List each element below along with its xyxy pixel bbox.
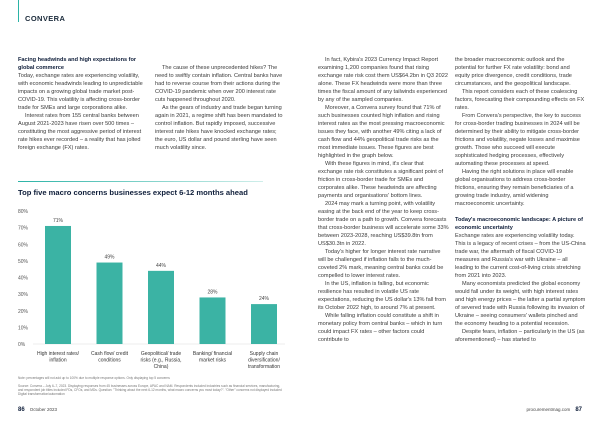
bar	[199, 297, 226, 344]
paragraph: Today, exchange rates are experiencing v…	[18, 73, 143, 111]
chart-divider	[18, 181, 263, 182]
paragraph: As the gears of industry and trade began…	[155, 105, 283, 151]
chart-note: Note: percentages will not add up to 100…	[18, 376, 170, 380]
paragraph: With these figures in mind, it's clear t…	[318, 161, 443, 199]
y-tick-label: 70%	[18, 226, 29, 232]
chart-source: Source: Convera – July 6–7, 2023. Displa…	[18, 384, 282, 396]
bar	[251, 304, 277, 344]
paragraph: Despite fears, inflation – particularly …	[455, 329, 585, 343]
paragraph: In fact, Kybira's 2023 Currency Impact R…	[318, 57, 448, 103]
issue-date: October 2023	[29, 407, 57, 412]
data-label: 28%	[207, 289, 218, 295]
y-tick-label: 80%	[18, 209, 29, 215]
paragraph: 2024 may mark a turning point, with vola…	[318, 201, 449, 247]
paragraph: Interest rates from 155 central banks be…	[18, 113, 142, 151]
chart-title: Top five macro concerns businesses expec…	[18, 188, 248, 197]
y-tick-label: 30%	[18, 292, 29, 298]
y-tick-label: 0%	[18, 342, 26, 348]
article-column-4: the broader macroeconomic outlook and th…	[455, 56, 586, 344]
footer-left: 86 October 2023	[18, 407, 57, 413]
y-tick-label: 50%	[18, 259, 29, 265]
category-label: Cash flow/ credit conditions	[91, 351, 129, 364]
category-label: Supply chain diversification/transformati…	[248, 351, 280, 370]
site-link[interactable]: procurementmag.com	[526, 407, 571, 412]
bar	[45, 225, 71, 344]
paragraph: From Convera's perspective, the key to s…	[455, 113, 581, 167]
page-number: 87	[575, 407, 582, 413]
y-tick-label: 20%	[18, 309, 29, 315]
article-column-2: The cause of these unprecedented hikes? …	[155, 64, 283, 152]
page-number: 86	[18, 407, 25, 413]
y-tick-label: 10%	[18, 325, 29, 331]
paragraph: Today's higher for longer interest rate …	[318, 249, 444, 279]
y-tick-label: 60%	[18, 242, 29, 248]
paragraph: While falling inflation could constitute…	[318, 313, 443, 343]
data-label: 24%	[259, 296, 270, 302]
paragraph: the broader macroeconomic outlook and th…	[455, 57, 572, 87]
category-label: High interest rates/inflation	[37, 351, 80, 364]
category-label: Banking/ financial market risks	[193, 351, 232, 364]
paragraph: Exchange rates are experiencing volatili…	[455, 233, 586, 279]
footer-right: procurementmag.com 87	[527, 407, 582, 413]
accent-line	[18, 0, 19, 22]
bar-chart: 0% 10% 20% 30% 40% 50% 60% 70% 80% 71% High intere…	[18, 209, 285, 370]
section-heading: Facing headwinds and high expectations f…	[18, 57, 137, 71]
paragraph: The cause of these unprecedented hikes? …	[155, 65, 283, 103]
data-label: 44%	[156, 263, 167, 269]
data-label: 71%	[53, 218, 64, 224]
paragraph: In the US, inflation is falling, but eco…	[318, 281, 446, 311]
bar	[148, 270, 174, 344]
brand-logo: CONVERA	[25, 14, 66, 23]
article-column-1: Facing headwinds and high expectations f…	[18, 56, 146, 152]
bar	[96, 262, 123, 344]
paragraph: Moreover, a Convera survey found that 71…	[318, 105, 445, 159]
article-column-3: In fact, Kybira's 2023 Currency Impact R…	[318, 56, 449, 344]
section-heading: Today's macroeconomic landscape: A pictu…	[455, 217, 583, 231]
paragraph: This report considers each of these coal…	[455, 89, 585, 111]
paragraph: Having the right solutions in place will…	[455, 169, 574, 207]
category-label: Geopolitical/ trade risks (e.g., Russia, C…	[140, 351, 181, 370]
y-tick-label: 40%	[18, 276, 29, 282]
data-label: 49%	[104, 255, 115, 261]
paragraph: Many economists predicted the global eco…	[455, 281, 586, 327]
